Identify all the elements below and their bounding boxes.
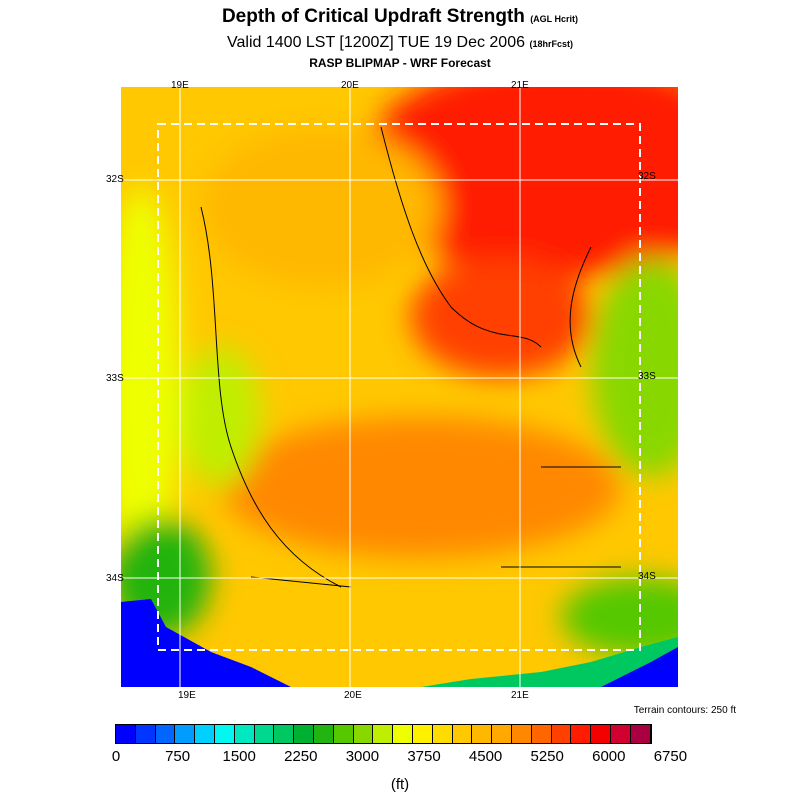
lat-label-right: 32S bbox=[638, 171, 656, 182]
colorbar-tick-label: 750 bbox=[165, 748, 191, 765]
terrain-contour-note: Terrain contours: 250 ft bbox=[633, 705, 736, 716]
colorbar-swatch bbox=[472, 725, 493, 743]
colorbar-tick-label: 6750 bbox=[653, 748, 688, 765]
colorbar-swatch bbox=[175, 725, 196, 743]
colorbar-tick-label: 5250 bbox=[530, 748, 564, 765]
valid-text: Valid 1400 LST [1200Z] TUE 19 Dec 2006 bbox=[227, 34, 525, 51]
colorbar-tick-label: 6000 bbox=[592, 748, 626, 765]
lon-label-top: 19E bbox=[171, 80, 189, 91]
colorbar-swatch bbox=[313, 725, 334, 743]
colorbar-swatch bbox=[610, 725, 631, 743]
colorbar-swatch bbox=[155, 725, 176, 743]
title-text: Depth of Critical Updraft Strength bbox=[221, 6, 525, 27]
domain-boundary bbox=[157, 123, 641, 651]
colorbar-swatch bbox=[452, 725, 473, 743]
title-units: (AGL Hcrit) bbox=[530, 14, 579, 24]
colorbar-tick-label: 4500 bbox=[468, 748, 503, 765]
lat-label-right: 34S bbox=[638, 571, 656, 582]
forecast-hours: (18hrFcst) bbox=[529, 39, 573, 49]
lon-label-bottom: 21E bbox=[511, 690, 529, 701]
lat-label-left: 32S bbox=[106, 174, 124, 185]
lat-label-left: 34S bbox=[106, 573, 124, 584]
colorbar-tick-label: 3750 bbox=[407, 748, 441, 765]
lat-label-right: 33S bbox=[638, 371, 656, 382]
lon-label-top: 20E bbox=[341, 80, 359, 91]
colorbar-swatch bbox=[116, 725, 136, 743]
graticule bbox=[121, 87, 678, 687]
colorbar bbox=[115, 724, 652, 744]
colorbar-swatch bbox=[214, 725, 235, 743]
colorbar-swatch bbox=[412, 725, 433, 743]
colorbar-swatch bbox=[393, 725, 413, 743]
colorbar-swatch bbox=[254, 725, 275, 743]
colorbar-unit: (ft) bbox=[390, 776, 410, 793]
forecast-map bbox=[121, 87, 678, 687]
colorbar-swatch bbox=[432, 725, 453, 743]
colorbar-swatch bbox=[492, 725, 512, 743]
map-title: Depth of Critical Updraft Strength (AGL … bbox=[0, 6, 800, 28]
colorbar-swatch bbox=[571, 725, 592, 743]
colorbar-swatch bbox=[511, 725, 532, 743]
colorbar-swatch bbox=[551, 725, 572, 743]
colorbar-tick-label: 3000 bbox=[345, 748, 380, 765]
colorbar-swatch bbox=[333, 725, 354, 743]
colorbar-tick-label: 0 bbox=[111, 748, 121, 765]
colorbar-swatch bbox=[294, 725, 314, 743]
lon-label-bottom: 19E bbox=[178, 690, 196, 701]
colorbar-swatch bbox=[135, 725, 156, 743]
colorbar-swatch bbox=[234, 725, 255, 743]
colorbar-tick-label: 1500 bbox=[222, 748, 256, 765]
colorbar-swatch bbox=[373, 725, 394, 743]
lon-label-top: 21E bbox=[511, 80, 529, 91]
valid-time: Valid 1400 LST [1200Z] TUE 19 Dec 2006 (… bbox=[0, 34, 800, 52]
colorbar-swatch bbox=[591, 725, 611, 743]
lat-label-left: 33S bbox=[106, 373, 124, 384]
colorbar-swatch bbox=[630, 725, 651, 743]
source-label: RASP BLIPMAP - WRF Forecast bbox=[309, 56, 491, 70]
lon-label-bottom: 20E bbox=[344, 690, 362, 701]
colorbar-swatch bbox=[353, 725, 374, 743]
colorbar-swatch bbox=[274, 725, 295, 743]
colorbar-swatch bbox=[195, 725, 215, 743]
colorbar-tick-label: 2250 bbox=[284, 748, 318, 765]
colorbar-swatch bbox=[531, 725, 552, 743]
